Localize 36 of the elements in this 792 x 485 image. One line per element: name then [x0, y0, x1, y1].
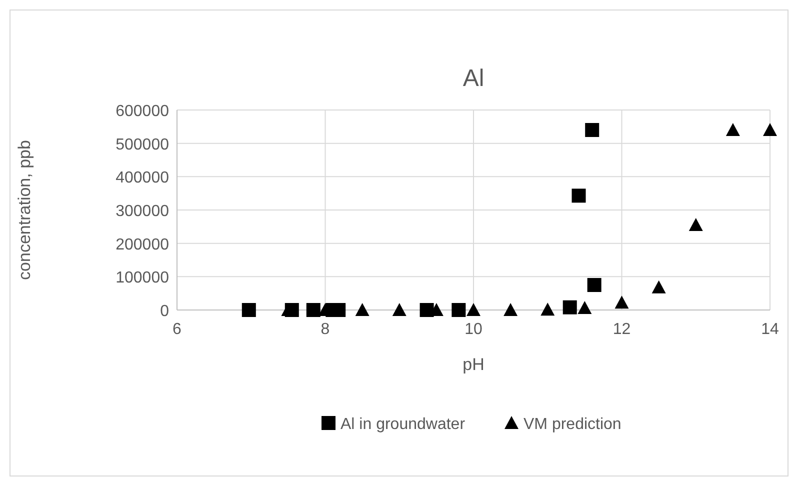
point: [504, 303, 518, 316]
point: [562, 300, 577, 314]
y-tick-label: 100000: [116, 270, 170, 287]
y-axis-title: concentration, ppb: [15, 140, 34, 280]
x-tick-label: 10: [464, 321, 482, 338]
point: [452, 303, 466, 317]
point: [652, 280, 666, 294]
point: [306, 303, 320, 317]
point: [726, 123, 740, 136]
legend-label: Al in groundwater: [340, 416, 466, 433]
y-tick-label: 300000: [116, 203, 170, 220]
x-axis-title: pH: [462, 355, 484, 374]
x-tick-label: 6: [172, 321, 182, 338]
point: [466, 303, 480, 316]
point: [420, 303, 434, 317]
point: [614, 296, 629, 309]
x-tick-label: 12: [612, 321, 631, 338]
point: [585, 123, 600, 137]
point: [587, 278, 602, 292]
y-tick-label: 600000: [116, 103, 170, 120]
point: [688, 218, 703, 231]
y-tick-label: 500000: [116, 136, 170, 154]
y-tick-label: 0: [160, 303, 170, 320]
y-tick-label: 400000: [116, 170, 170, 187]
point: [572, 188, 586, 203]
x-tick-label: 8: [320, 321, 330, 338]
y-tick-label: 200000: [116, 236, 170, 254]
point: [392, 303, 406, 316]
point: [763, 123, 777, 136]
point: [355, 303, 370, 316]
point: [540, 302, 555, 316]
point: [242, 303, 256, 317]
x-tick-label: 14: [761, 321, 779, 338]
chart-title: Al: [462, 65, 484, 92]
point: [578, 301, 592, 314]
legend-label: VM prediction: [524, 416, 622, 433]
